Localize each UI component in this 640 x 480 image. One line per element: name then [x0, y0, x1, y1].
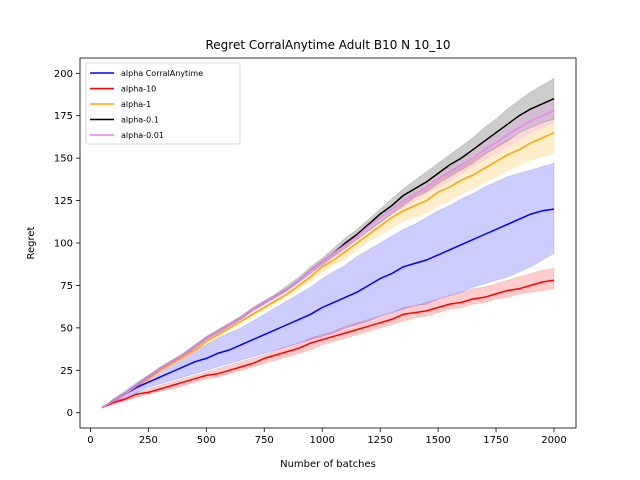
legend-label-alpha-corralanytime: alpha CorralAnytime — [121, 69, 203, 78]
x-axis-ticks: 0 250 500 750 1000 1250 1500 1750 2000 — [87, 428, 567, 446]
x-tick-label: 1500 — [425, 435, 450, 446]
x-tick-label: 0 — [87, 435, 93, 446]
y-axis-ticks: 0 25 50 75 100 125 150 175 200 — [54, 69, 80, 419]
x-tick-label: 2000 — [541, 435, 566, 446]
line-alpha-corralanytime — [101, 208, 555, 409]
y-tick-label: 75 — [60, 281, 73, 292]
legend-label-alpha-0-1: alpha-0.1 — [121, 116, 159, 125]
legend-box — [85, 62, 241, 145]
y-tick-label: 200 — [54, 69, 73, 80]
line-alpha-10 — [101, 279, 555, 409]
y-tick-label: 150 — [54, 154, 73, 165]
x-tick-label: 1250 — [367, 435, 392, 446]
line-alpha-1 — [101, 132, 555, 409]
legend-label-alpha-10: alpha-10 — [121, 85, 156, 94]
legend-label-alpha-1: alpha-1 — [121, 100, 151, 109]
y-tick-label: 100 — [54, 239, 73, 250]
x-tick-label: 1000 — [309, 435, 334, 446]
line-alpha-0-01 — [101, 109, 555, 409]
y-tick-label: 50 — [60, 323, 73, 334]
legend: alpha CorralAnytime alpha-10 alpha-1 alpha-… — [85, 62, 241, 145]
x-tick-label: 750 — [255, 435, 274, 446]
series-lines — [101, 98, 555, 409]
y-tick-label: 175 — [54, 111, 73, 122]
y-axis-label: Regret — [26, 226, 37, 259]
legend-label-alpha-0-01: alpha-0.01 — [121, 131, 164, 140]
y-tick-label: 125 — [54, 196, 73, 207]
band-alpha-corralanytime — [101, 162, 555, 408]
x-axis-label: Number of batches — [280, 459, 376, 470]
x-tick-label: 250 — [139, 435, 158, 446]
y-tick-label: 25 — [60, 366, 73, 377]
x-tick-label: 1750 — [483, 435, 508, 446]
band-alpha-1 — [101, 117, 555, 408]
x-tick-label: 500 — [197, 435, 216, 446]
y-tick-label: 0 — [67, 408, 73, 419]
chart-title: Regret CorralAnytime Adult B10 N 10_10 — [206, 38, 451, 52]
